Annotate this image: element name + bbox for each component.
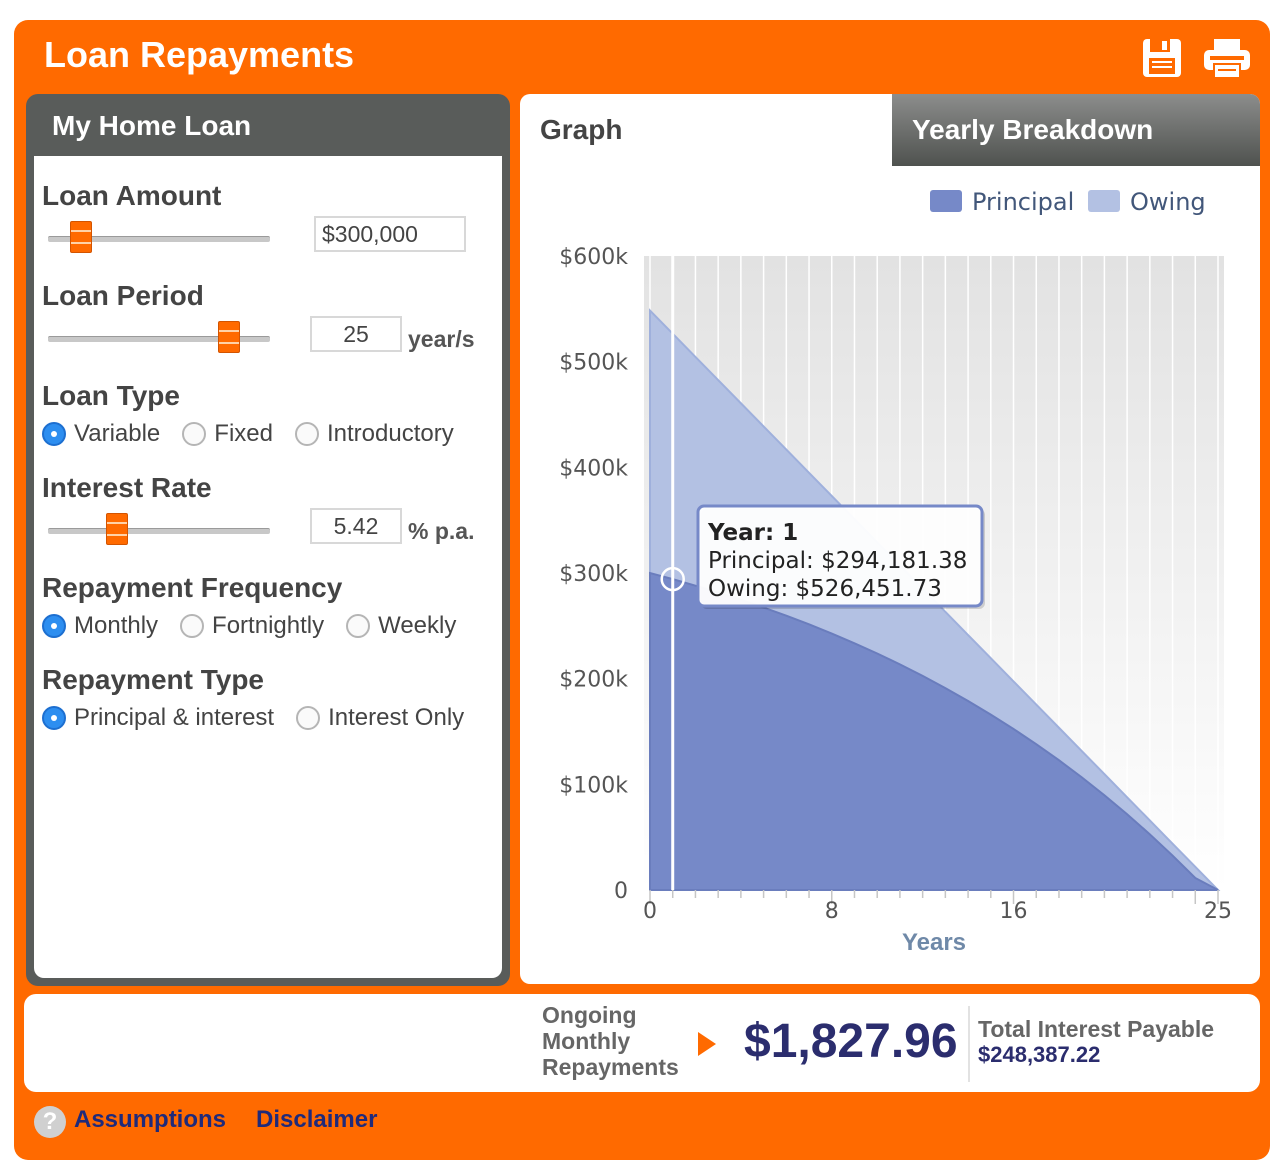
repayment-type-options: Principal & interest Interest Only (42, 704, 486, 732)
tooltip-year: Year: 1 (707, 520, 798, 546)
x-tick-label: 0 (643, 899, 657, 924)
radio-repayment-principal-interest[interactable]: Principal & interest (42, 704, 274, 732)
legend-swatch (1088, 190, 1120, 212)
radio-checked-icon[interactable] (42, 614, 66, 638)
loan-period-input[interactable] (310, 316, 402, 352)
interest-rate-slider-track[interactable] (48, 528, 270, 534)
radio-label: Variable (74, 420, 161, 447)
x-axis-title: Years (902, 929, 966, 956)
x-tick-label: 8 (825, 899, 839, 924)
loan-type-label: Loan Type (42, 380, 180, 411)
floppy-disk-icon[interactable] (1140, 36, 1184, 80)
radio-unchecked-icon[interactable] (180, 614, 205, 638)
tooltip-box (696, 504, 984, 608)
interest-rate-label: Interest Rate (42, 472, 212, 503)
tab-label: Yearly Breakdown (912, 114, 1154, 145)
legend-label: Principal (972, 188, 1074, 216)
interest-rate-slider-handle[interactable] (106, 513, 128, 545)
radio-frequency-fortnightly[interactable]: Fortnightly (180, 612, 324, 640)
radio-label: Interest Only (328, 704, 465, 731)
x-tick-label: 25 (1204, 899, 1232, 924)
summary-bar (24, 994, 1260, 1092)
radio-unchecked-icon[interactable] (294, 422, 319, 446)
repayment-chart: 0 8 16 25 Years 0 $100k $200k $300k $400k $500k $60… (520, 166, 1260, 984)
total-interest-label: Total Interest Payable (978, 1016, 1215, 1042)
summary-label: Ongoing Monthly Repayments (542, 1002, 679, 1080)
loan-settings-body (34, 156, 502, 978)
repayment-frequency-label: Repayment Frequency (42, 572, 343, 603)
disclaimer-link[interactable]: Disclaimer (256, 1106, 378, 1133)
loan-period-slider-handle[interactable] (218, 321, 240, 353)
radio-label: Principal & interest (74, 704, 275, 731)
loan-period-slider-track[interactable] (48, 336, 270, 342)
tooltip-principal: Principal: $294,181.38 (708, 548, 967, 574)
legend-label: Owing (1130, 188, 1206, 216)
radio-unchecked-icon[interactable] (296, 706, 321, 730)
radio-loan-type-introductory[interactable]: Introductory (294, 420, 454, 448)
loan-amount-slider-track[interactable] (48, 236, 270, 242)
loan-type-options: Variable Fixed Introductory (42, 420, 476, 448)
app-title: Loan Repayments (44, 34, 355, 75)
radio-checked-icon[interactable] (42, 706, 66, 730)
radio-unchecked-icon[interactable] (346, 614, 371, 638)
play-arrow-icon (698, 1032, 716, 1056)
interest-rate-input[interactable] (310, 508, 402, 544)
tab-graph[interactable]: Graph (540, 114, 623, 145)
radio-label: Monthly (74, 612, 159, 639)
radio-loan-type-fixed[interactable]: Fixed (182, 420, 273, 448)
radio-checked-icon[interactable] (42, 422, 66, 446)
y-tick-label: $300k (559, 562, 628, 587)
monthly-repayment-amount: $1,827.96 (744, 1015, 958, 1068)
y-tick-label: $400k (559, 456, 628, 481)
radio-repayment-interest-only[interactable]: Interest Only (296, 704, 464, 732)
loan-period-unit: year/s (408, 326, 475, 352)
radio-label: Weekly (378, 612, 457, 639)
loan-amount-input[interactable] (314, 216, 466, 252)
tooltip-owing: Owing: $526,451.73 (708, 576, 942, 602)
printer-icon[interactable] (1202, 36, 1252, 80)
help-icon[interactable]: ? (34, 1106, 66, 1138)
y-tick-label: 0 (614, 879, 628, 904)
radio-label: Introductory (326, 420, 454, 447)
radio-loan-type-variable[interactable]: Variable (42, 420, 160, 448)
interest-rate-unit: % p.a. (408, 518, 475, 544)
hover-marker (660, 566, 685, 592)
loan-amount-slider-handle[interactable] (70, 221, 92, 253)
chart-svg: 0 8 16 25 Years 0 $100k $200k $300k $400k $500k $60… (559, 188, 1232, 956)
x-tick-label: 16 (1000, 899, 1028, 924)
radio-label: Fixed (214, 420, 273, 447)
total-interest-value: $248,387.22 (978, 1042, 1101, 1067)
y-tick-label: $200k (559, 668, 628, 693)
y-tick-label: $100k (559, 773, 628, 798)
tab-yearly-breakdown[interactable]: Yearly Breakdown (892, 94, 1260, 166)
loan-amount-label: Loan Amount (42, 180, 222, 211)
radio-frequency-weekly[interactable]: Weekly (346, 612, 456, 640)
summary-divider (968, 1006, 970, 1082)
legend-swatch (930, 190, 962, 212)
y-tick-label: $600k (559, 245, 628, 270)
radio-frequency-monthly[interactable]: Monthly (42, 612, 158, 640)
radio-label: Fortnightly (212, 612, 325, 639)
assumptions-link[interactable]: Assumptions (74, 1106, 227, 1133)
y-tick-label: $500k (559, 351, 628, 376)
radio-unchecked-icon[interactable] (182, 422, 207, 446)
loan-period-label: Loan Period (42, 280, 204, 311)
repayment-frequency-options: Monthly Fortnightly Weekly (42, 612, 478, 640)
panel-title: My Home Loan (52, 110, 252, 141)
repayment-type-label: Repayment Type (42, 664, 264, 695)
